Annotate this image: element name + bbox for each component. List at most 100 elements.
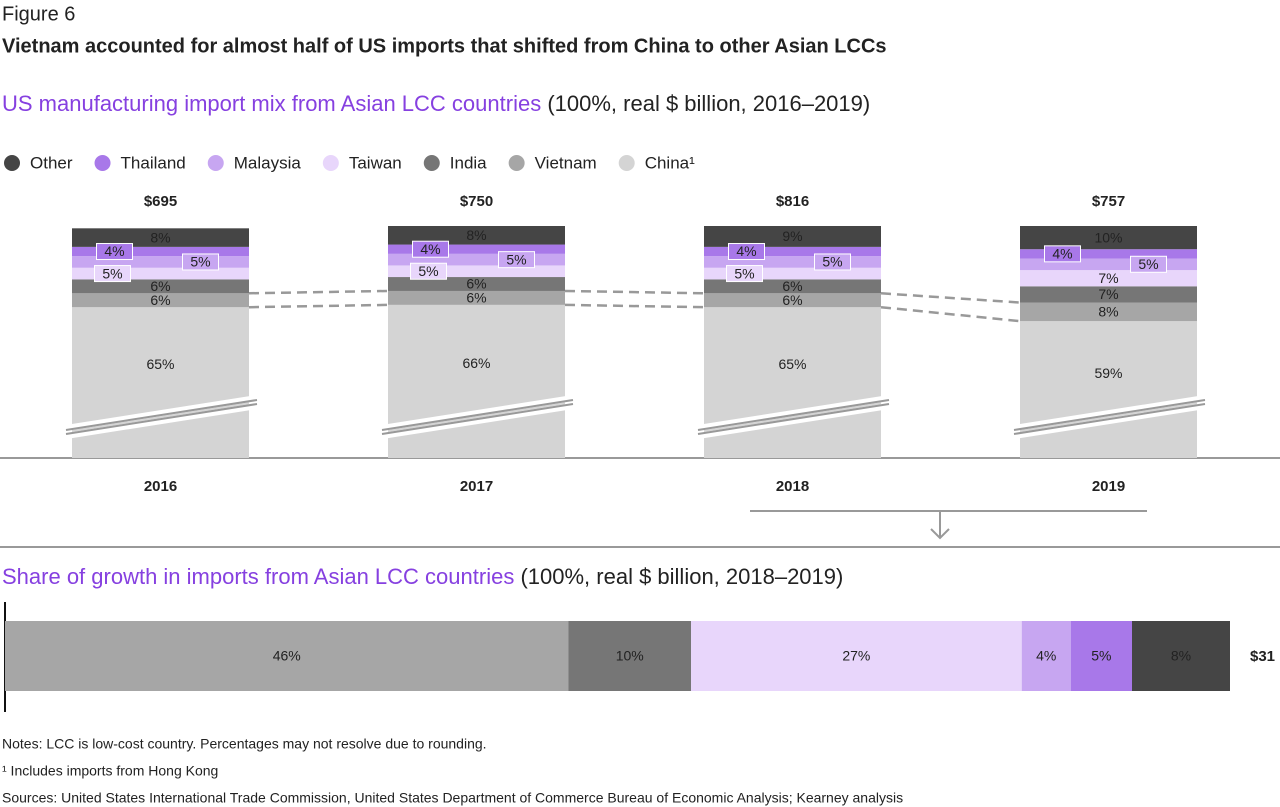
note: Sources: United States International Tra… — [2, 790, 903, 806]
bar-segment — [568, 621, 691, 691]
connector — [564, 303, 705, 309]
bar-segment — [72, 256, 249, 268]
data-label: 6% — [150, 278, 170, 294]
legend-label: India — [450, 153, 487, 172]
bar-segment — [704, 256, 881, 268]
bar-segment — [1020, 270, 1197, 287]
legend-label: Other — [30, 153, 73, 172]
arrow — [930, 512, 950, 540]
data-label: 7% — [1098, 270, 1118, 286]
label-box — [1130, 255, 1167, 273]
bar-segment — [72, 307, 249, 458]
legend-swatch — [207, 155, 224, 171]
bar-segment — [704, 307, 881, 458]
bar-segment — [1021, 621, 1071, 691]
data-label: 4% — [1036, 648, 1056, 664]
total-label: $695 — [144, 193, 177, 210]
legend-label: Malaysia — [234, 153, 302, 172]
bar-segment — [704, 246, 881, 257]
x-tick-label: 2016 — [144, 478, 177, 495]
data-label: 46% — [273, 648, 301, 664]
bar-segment — [388, 253, 565, 266]
data-label: 5% — [822, 254, 842, 270]
data-label: 8% — [1098, 304, 1118, 320]
note: ¹ Includes imports from Hong Kong — [2, 763, 218, 779]
x-tick-label: 2017 — [460, 478, 493, 495]
bar-segment — [388, 226, 565, 245]
bar-segment — [1020, 302, 1197, 322]
legend-label: China¹ — [645, 153, 695, 172]
bar-segment — [1020, 321, 1197, 458]
bar-segment — [704, 226, 881, 247]
subtitle-note: (100%, real $ billion, 2018–2019) — [520, 564, 843, 589]
label-box — [728, 243, 765, 261]
data-label: 5% — [506, 251, 526, 267]
legend-swatch — [322, 155, 339, 171]
connector — [564, 289, 705, 295]
data-label: 65% — [146, 356, 174, 372]
data-label: 5% — [190, 254, 210, 270]
data-label: 6% — [466, 290, 486, 306]
data-label: 5% — [1091, 648, 1111, 664]
bar-segment — [1132, 621, 1230, 691]
total-label: $757 — [1092, 193, 1125, 210]
data-label: 5% — [102, 265, 122, 281]
label-box — [410, 262, 447, 280]
data-label: 7% — [1098, 286, 1118, 302]
legend-label: Thailand — [121, 153, 186, 172]
legend-swatch — [423, 155, 440, 171]
data-label: 27% — [842, 648, 870, 664]
label-box — [726, 265, 763, 283]
total-label: $816 — [776, 193, 809, 210]
connector — [248, 289, 389, 295]
data-label: 8% — [150, 229, 170, 245]
legend-swatch — [508, 155, 525, 171]
data-label: 4% — [1052, 246, 1072, 262]
axis-break — [65, 399, 258, 435]
bar-segment — [1020, 249, 1197, 259]
axis-break — [1013, 395, 1206, 439]
legend-swatch — [94, 155, 111, 171]
data-label: 5% — [418, 263, 438, 279]
axis-break — [65, 395, 258, 439]
bar-segment — [5, 621, 569, 691]
data-label: 5% — [734, 265, 754, 281]
axis-break — [381, 399, 574, 435]
subtitle-note: (100%, real $ billion, 2016–2019) — [547, 91, 870, 116]
bar-segment — [1020, 226, 1197, 250]
label-box — [182, 253, 219, 271]
axis-break — [381, 395, 574, 439]
legend-label: Vietnam — [535, 153, 597, 172]
subtitle: US manufacturing import mix from Asian L… — [2, 91, 870, 116]
bar-segment — [72, 267, 249, 280]
data-label: 10% — [1094, 229, 1122, 245]
subtitle-main: Share of growth in imports from Asian LC… — [2, 564, 514, 589]
data-label: 6% — [150, 292, 170, 308]
label-box — [96, 243, 133, 261]
data-label: 5% — [1138, 256, 1158, 272]
title: Vietnam accounted for almost half of US … — [2, 35, 887, 57]
x-tick-label: 2019 — [1092, 478, 1125, 495]
data-label: 10% — [616, 648, 644, 664]
bar-segment — [1020, 286, 1197, 303]
data-label: 59% — [1094, 365, 1122, 381]
bar-segment — [1020, 258, 1197, 271]
bar-segment — [704, 267, 881, 280]
data-label: 4% — [736, 243, 756, 259]
figure-label: Figure 6 — [2, 3, 75, 25]
connector — [880, 305, 1021, 323]
note: Notes: LCC is low-cost country. Percenta… — [2, 736, 487, 752]
connector — [880, 292, 1021, 304]
bar-segment — [1070, 621, 1132, 691]
data-label: 8% — [466, 227, 486, 243]
data-label: 66% — [462, 355, 490, 371]
bar-segment — [388, 277, 565, 291]
bar-segment — [704, 293, 881, 308]
bar-segment — [691, 621, 1022, 691]
bar-segment — [72, 228, 249, 247]
axis-break — [697, 395, 890, 439]
bar-segment — [388, 304, 565, 458]
bar-segment — [388, 290, 565, 305]
data-label: 6% — [782, 278, 802, 294]
